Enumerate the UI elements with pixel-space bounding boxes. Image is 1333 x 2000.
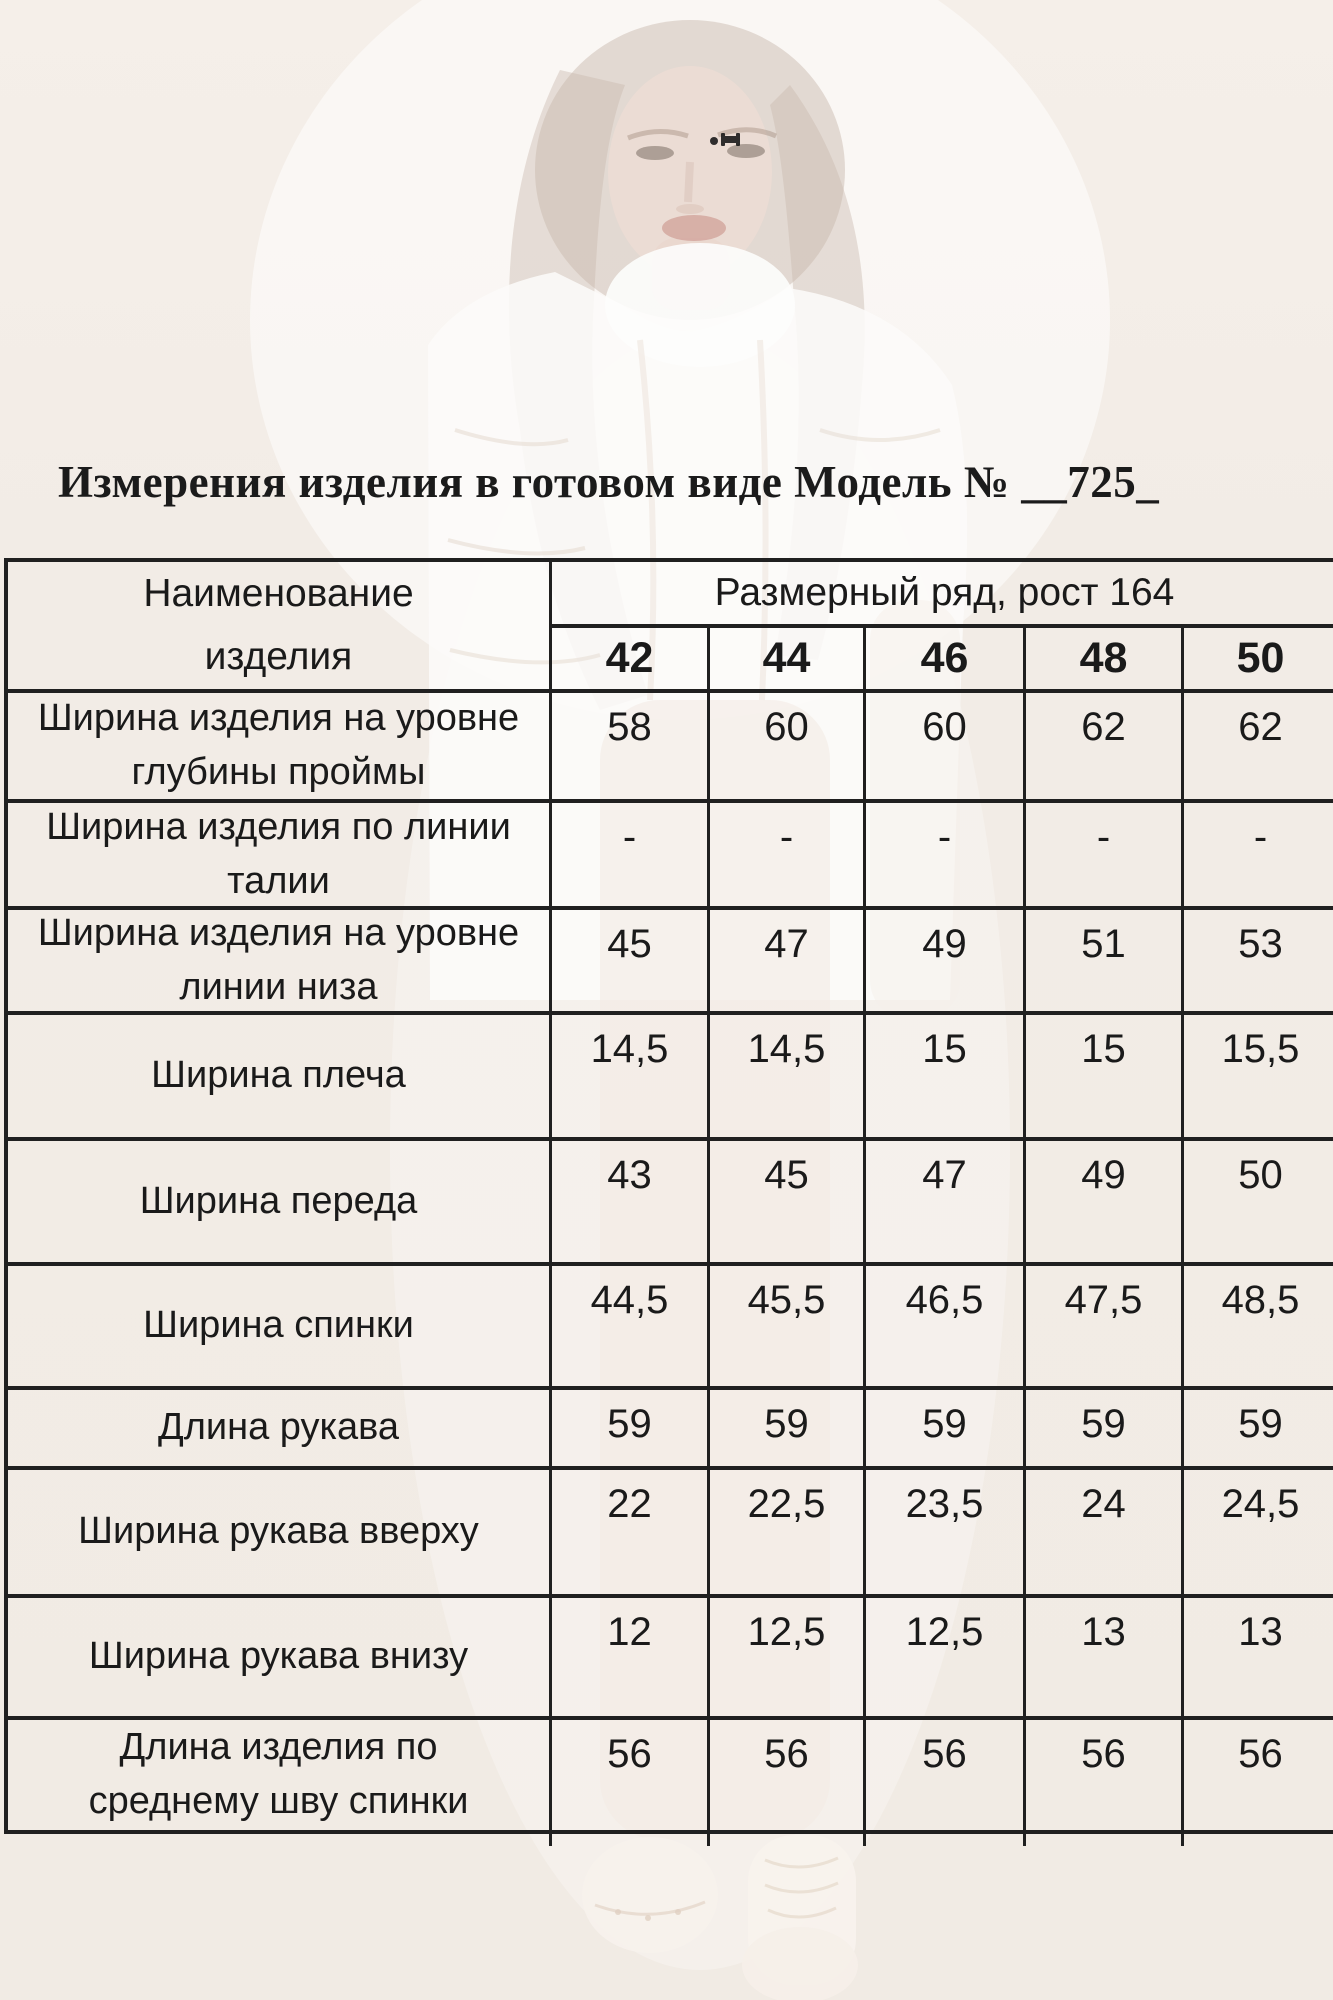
table-border-stub bbox=[549, 1826, 552, 1846]
value-cell: 14,5 bbox=[552, 1015, 710, 1141]
value-cell: 62 bbox=[1026, 693, 1184, 803]
small-dark-mark bbox=[710, 133, 740, 146]
value-cell: 13 bbox=[1026, 1598, 1184, 1720]
size-column-header: 50 bbox=[1184, 628, 1333, 693]
table-border-stub bbox=[1181, 1826, 1184, 1846]
value-cell: 15 bbox=[1026, 1015, 1184, 1141]
value-cell: 13 bbox=[1184, 1598, 1333, 1720]
row-label-cell: Ширина изделия на уровне линии низа bbox=[8, 910, 552, 1015]
row-label-cell: Ширина спинки bbox=[8, 1266, 552, 1390]
size-column-header: 48 bbox=[1026, 628, 1184, 693]
value-cell: 60 bbox=[710, 693, 866, 803]
value-cell: 22 bbox=[552, 1470, 710, 1598]
value-cell: - bbox=[866, 803, 1026, 910]
value-cell: 45 bbox=[710, 1141, 866, 1266]
value-cell: 15 bbox=[866, 1015, 1026, 1141]
value-cell: 44,5 bbox=[552, 1266, 710, 1390]
value-cell: 12,5 bbox=[866, 1598, 1026, 1720]
value-cell: 59 bbox=[710, 1390, 866, 1470]
size-column-header: 44 bbox=[710, 628, 866, 693]
value-cell: 45,5 bbox=[710, 1266, 866, 1390]
value-cell: 50 bbox=[1184, 1141, 1333, 1266]
value-cell: 47,5 bbox=[1026, 1266, 1184, 1390]
value-cell: 60 bbox=[866, 693, 1026, 803]
value-cell: 58 bbox=[552, 693, 710, 803]
value-cell: 14,5 bbox=[710, 1015, 866, 1141]
value-cell: 56 bbox=[552, 1720, 710, 1830]
value-cell: - bbox=[710, 803, 866, 910]
row-label-cell: Длина рукава bbox=[8, 1390, 552, 1470]
value-cell: 15,5 bbox=[1184, 1015, 1333, 1141]
row-label-cell: Ширина изделия по линии талии bbox=[8, 803, 552, 910]
value-cell: 59 bbox=[1026, 1390, 1184, 1470]
value-cell: 47 bbox=[866, 1141, 1026, 1266]
value-cell: 45 bbox=[552, 910, 710, 1015]
value-cell: 56 bbox=[1026, 1720, 1184, 1830]
value-cell: 59 bbox=[866, 1390, 1026, 1470]
value-cell: 56 bbox=[710, 1720, 866, 1830]
value-cell: 24,5 bbox=[1184, 1470, 1333, 1598]
table-border-stub bbox=[863, 1826, 866, 1846]
value-cell: 62 bbox=[1184, 693, 1333, 803]
value-cell: 59 bbox=[1184, 1390, 1333, 1470]
measurement-table: Наименование изделия Размерный ряд, рост… bbox=[4, 558, 1333, 1834]
value-cell: 56 bbox=[1238, 1732, 1283, 1776]
value-cell: 49 bbox=[866, 910, 1026, 1015]
size-column-header: 46 bbox=[866, 628, 1026, 693]
value-cell: 46,5 bbox=[866, 1266, 1026, 1390]
row-label-cell: Ширина плеча bbox=[8, 1015, 552, 1141]
value-cell: 12 bbox=[552, 1598, 710, 1720]
page-title: Измерения изделия в готовом виде Модель … bbox=[58, 457, 1160, 507]
row-label-cell: Длина изделия по среднему шву спинки bbox=[8, 1720, 552, 1830]
value-cell: 12,5 bbox=[710, 1598, 866, 1720]
row-label-cell: Ширина рукава вверху bbox=[8, 1470, 552, 1598]
value-cell: - bbox=[1184, 803, 1333, 910]
row-label-cell: Ширина изделия на уровне глубины проймы bbox=[8, 693, 552, 803]
row-label-cell: Ширина рукава внизу bbox=[8, 1598, 552, 1720]
value-cell: 24 bbox=[1026, 1470, 1184, 1598]
value-cell: 23,5 bbox=[866, 1470, 1026, 1598]
value-cell: - bbox=[552, 803, 710, 910]
table-border-stub bbox=[1023, 1826, 1026, 1846]
size-range-header: Размерный ряд, рост 164 bbox=[552, 562, 1333, 628]
value-cell: 56 bbox=[866, 1720, 1026, 1830]
value-cell: - bbox=[1026, 803, 1184, 910]
table-border-stub bbox=[707, 1826, 710, 1846]
value-cell: 48,5 bbox=[1184, 1266, 1333, 1390]
value-cell: 53 bbox=[1184, 910, 1333, 1015]
value-cell: 43 bbox=[552, 1141, 710, 1266]
row-label-cell: Ширина переда bbox=[8, 1141, 552, 1266]
value-cell: 59 bbox=[552, 1390, 710, 1470]
value-cell: 51 bbox=[1026, 910, 1184, 1015]
name-column-header: Наименование изделия bbox=[8, 562, 552, 693]
size-column-header: 42 bbox=[552, 628, 710, 693]
value-cell: 47 bbox=[710, 910, 866, 1015]
value-cell: 49 bbox=[1026, 1141, 1184, 1266]
value-cell: 22,5 bbox=[710, 1470, 866, 1598]
